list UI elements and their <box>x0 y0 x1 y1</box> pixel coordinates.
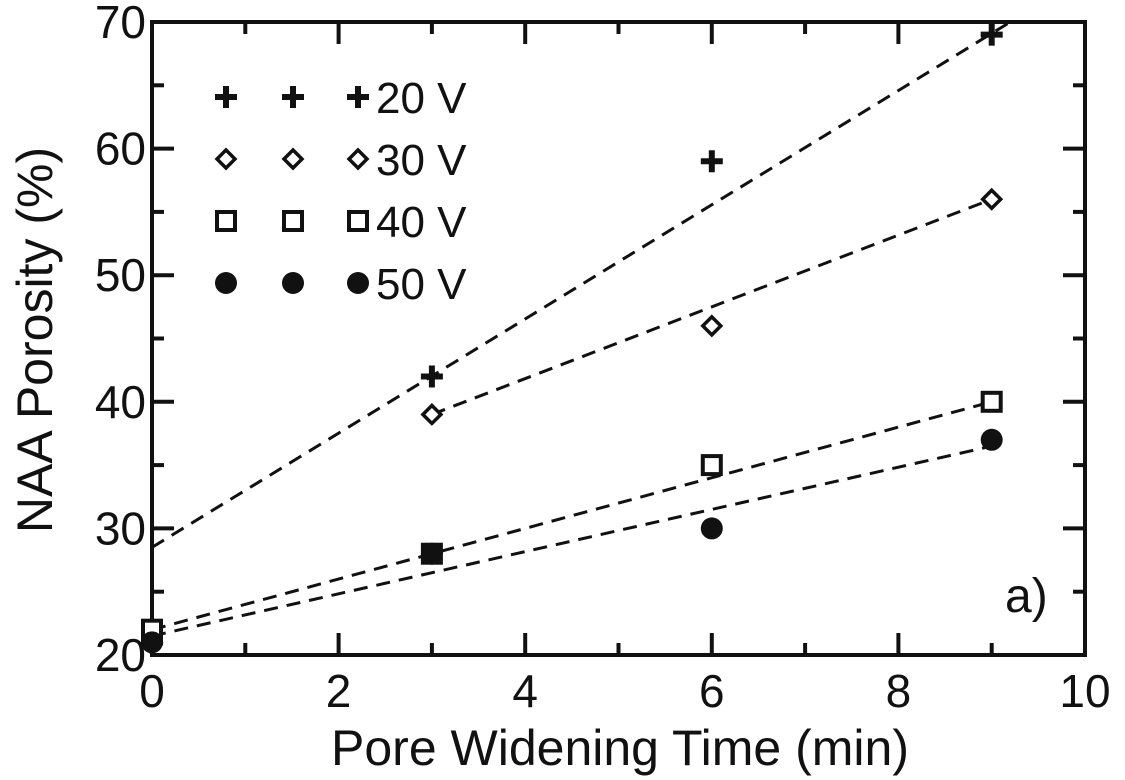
legend-marker <box>282 86 304 108</box>
fit-lines-group <box>152 22 1012 638</box>
data-point <box>420 402 444 426</box>
legend-marker <box>347 272 369 294</box>
data-point <box>980 428 1003 451</box>
fit-line <box>152 444 993 638</box>
legend-label: 50 V <box>376 260 467 309</box>
legend-label: 40 V <box>376 198 467 247</box>
y-tick-label: 30 <box>95 502 146 554</box>
data-point <box>700 314 724 338</box>
x-tick-label: 0 <box>139 665 165 717</box>
data-point <box>700 150 723 173</box>
y-tick-label: 40 <box>95 376 146 428</box>
legend-marker <box>282 210 304 232</box>
legend-label: 20 V <box>376 74 467 123</box>
x-axis-title: Pore Widening Time (min) <box>331 720 909 776</box>
data-point <box>420 365 443 388</box>
fit-line <box>152 22 1012 549</box>
data-points-group <box>140 23 1004 654</box>
plot-frame <box>150 20 1087 657</box>
legend-marker <box>282 272 304 294</box>
panel-label: a) <box>1005 570 1048 623</box>
legend-label: 30 V <box>376 136 467 185</box>
legend-marker <box>346 147 370 171</box>
y-tick-label: 20 <box>95 629 146 681</box>
legend-marker <box>215 86 237 108</box>
y-tick-label: 60 <box>95 123 146 175</box>
data-point <box>141 631 163 654</box>
x-tick-label: 2 <box>326 665 352 717</box>
data-point <box>700 454 723 477</box>
data-point <box>980 187 1004 211</box>
legend: 20 V 30 V 40 V 50 V <box>214 74 467 309</box>
fit-line <box>152 400 993 632</box>
legend-marker <box>215 272 237 294</box>
legend-marker <box>347 86 369 108</box>
data-point <box>980 23 1003 46</box>
legend-marker <box>215 210 237 232</box>
x-tick-label: 8 <box>886 665 912 717</box>
x-tick-label: 4 <box>512 665 538 717</box>
x-tick-label: 10 <box>1059 665 1110 717</box>
data-point <box>700 517 723 540</box>
legend-marker <box>214 147 238 171</box>
y-tick-label: 50 <box>95 249 146 301</box>
x-tick-label: 6 <box>699 665 725 717</box>
data-point <box>980 390 1003 413</box>
y-tick-label: 70 <box>95 0 146 48</box>
y-axis-title: NAA Porosity (%) <box>7 147 63 533</box>
axes-group: 0 2 4 6 8 10 20 30 40 50 60 70 <box>95 0 1111 717</box>
fit-line <box>431 197 993 416</box>
data-point <box>420 542 443 565</box>
legend-marker <box>281 147 305 171</box>
legend-marker <box>347 210 369 232</box>
